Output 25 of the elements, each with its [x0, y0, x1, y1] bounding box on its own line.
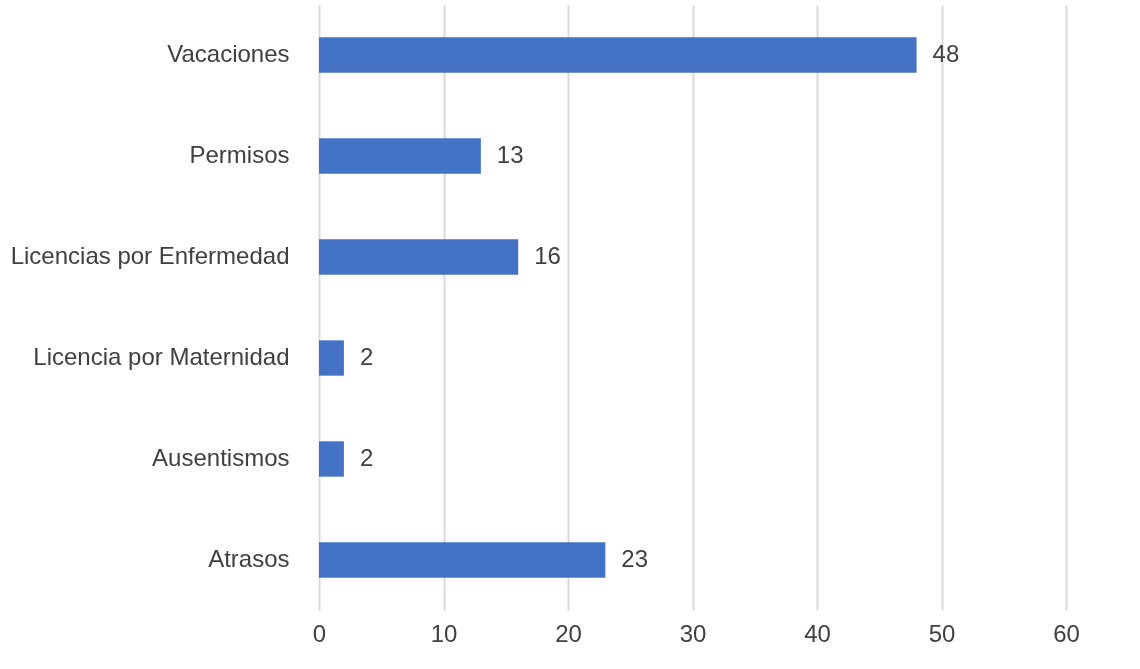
y-tick-label: Ausentismos [152, 444, 290, 471]
data-label: 23 [621, 545, 649, 572]
data-label: 2 [359, 343, 374, 370]
x-tick-label: 10 [430, 619, 458, 647]
bar [319, 542, 606, 578]
x-tick-label: 60 [1053, 619, 1080, 647]
y-tick-label: Licencias por Enfermedad [10, 242, 290, 269]
data-label: 16 [534, 242, 561, 269]
data-label: 48 [932, 40, 960, 67]
bar [319, 138, 481, 174]
bar [319, 441, 344, 477]
data-label: 13 [496, 141, 524, 168]
data-label: 2 [359, 444, 374, 471]
y-tick-label: Permisos [189, 141, 290, 168]
y-tick-label: Atrasos [208, 545, 290, 572]
x-tick-label: 20 [555, 619, 582, 647]
x-tick-label: 0 [312, 619, 327, 647]
bar [319, 37, 917, 73]
x-tick-label: 50 [928, 619, 956, 647]
x-tick-label: 40 [804, 619, 831, 647]
bar [319, 239, 519, 275]
y-tick-label: Vacaciones [167, 40, 290, 67]
x-tick-label: 30 [679, 619, 707, 647]
bar [319, 340, 344, 376]
y-tick-label: Licencia por Maternidad [33, 343, 290, 370]
